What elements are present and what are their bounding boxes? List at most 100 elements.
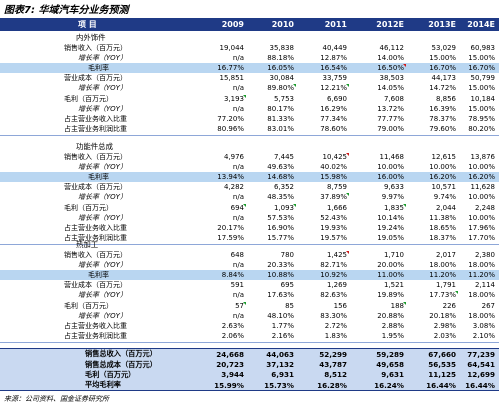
row-value: 15.00% bbox=[429, 54, 456, 63]
summary-label: 毛利（百万元） bbox=[85, 369, 136, 379]
row-value: 77.77% bbox=[377, 114, 404, 123]
row-label: 毛利（百万元） bbox=[64, 301, 113, 310]
row-value: 9.74% bbox=[433, 193, 456, 202]
row-value: 49.63% bbox=[267, 163, 294, 172]
green-flag-icon bbox=[243, 301, 246, 305]
summary-label: 销售总成本（百万元） bbox=[85, 359, 157, 369]
header-year: 2009 bbox=[221, 20, 244, 29]
row-value: 89.80% bbox=[267, 84, 296, 93]
row-value: 30,084 bbox=[269, 74, 295, 83]
row-value: 18.00% bbox=[429, 261, 456, 270]
row-value: 15.00% bbox=[468, 104, 495, 113]
section-name: 功能件总成 bbox=[76, 141, 113, 151]
row-value: 82.71% bbox=[320, 261, 347, 270]
table-row: 增长率（YOY） n/a 17.63% 82.63% 19.89% 17.73% 18.00… bbox=[0, 290, 499, 300]
row-value: 2.98% bbox=[433, 321, 456, 330]
table-row: 毛利率 8.84% 10.88% 10.92% 11.00% 11.20% 11.20% bbox=[0, 270, 499, 281]
header-year: 2012E bbox=[376, 20, 404, 29]
summary-value: 12,699 bbox=[467, 370, 495, 380]
row-value: 11,628 bbox=[470, 183, 496, 192]
header-year: 2010 bbox=[271, 20, 294, 29]
row-value: 20.17% bbox=[217, 223, 244, 232]
row-value: 77.20% bbox=[217, 114, 244, 123]
green-flag-icon bbox=[346, 193, 349, 197]
row-value: 79.60% bbox=[429, 124, 456, 133]
row-value: 20.18% bbox=[429, 311, 456, 320]
table-row: 占主营业务利润比重 2.06% 2.16% 1.83% 1.95% 2.03% 2.10% bbox=[0, 331, 499, 341]
row-value: 83.01% bbox=[267, 124, 294, 133]
row-value: 2.06% bbox=[221, 331, 244, 340]
row-value: 77.34% bbox=[320, 114, 347, 123]
row-value: 16.05% bbox=[267, 64, 294, 73]
row-value: 16.77% bbox=[217, 64, 244, 73]
row-value: 16.50% bbox=[377, 64, 406, 73]
row-value: n/a bbox=[232, 311, 244, 320]
header-label: 项 目 bbox=[78, 20, 97, 29]
row-value: 2,017 bbox=[435, 251, 456, 260]
row-value: 267 bbox=[481, 301, 495, 310]
header-year: 2011 bbox=[324, 20, 347, 29]
row-value: n/a bbox=[232, 104, 244, 113]
row-value: 18.00% bbox=[468, 291, 495, 300]
row-label: 增长率（YOY） bbox=[78, 84, 127, 93]
summary-value: 15.99% bbox=[214, 380, 244, 390]
table-row: 增长率（YOY） n/a 80.17% 16.29% 13.72% 16.39% 15.00… bbox=[0, 104, 499, 114]
row-value: 44,173 bbox=[431, 74, 457, 83]
row-value: 53,029 bbox=[431, 44, 457, 53]
row-value: 11.00% bbox=[377, 271, 404, 280]
row-value: 40.02% bbox=[320, 163, 347, 172]
row-value: 2.63% bbox=[221, 321, 244, 330]
section-divider bbox=[0, 341, 499, 343]
row-label: 销售收入（百万元） bbox=[64, 251, 127, 260]
row-value: 13,876 bbox=[470, 153, 496, 162]
row-value: 48.35% bbox=[267, 193, 294, 202]
row-value: 10,184 bbox=[470, 94, 496, 103]
summary-block bbox=[0, 348, 499, 390]
table-row: 增长率（YOY） n/a 49.63% 40.02% 10.00% 10.00% 10.00… bbox=[0, 162, 499, 172]
row-value: 20.00% bbox=[377, 261, 404, 270]
table-row: 增长率（YOY） n/a 48.10% 83.30% 20.88% 20.18% 18.00… bbox=[0, 311, 499, 321]
summary-value: 6,931 bbox=[271, 370, 294, 380]
green-flag-icon bbox=[346, 84, 349, 88]
summary-bottom-border bbox=[0, 390, 499, 391]
row-value: 10.00% bbox=[468, 213, 495, 222]
row-value: 10.92% bbox=[320, 271, 347, 280]
row-value: 78.60% bbox=[320, 124, 347, 133]
table-row: 毛利（百万元） 3,193 5,753 6,690 7,608 8,856 10,184 bbox=[0, 94, 499, 104]
row-label: 占主营业务利润比重 bbox=[64, 124, 127, 133]
row-value: 16.90% bbox=[267, 223, 294, 232]
row-value: 1.95% bbox=[381, 331, 404, 340]
row-value: 18.65% bbox=[429, 223, 456, 232]
row-value: 648 bbox=[230, 251, 244, 260]
green-flag-icon bbox=[243, 94, 246, 98]
row-value: 82.63% bbox=[320, 291, 347, 300]
table-row: 占主营业务收入比重 20.17% 16.90% 19.93% 19.24% 18.65% 1… bbox=[0, 223, 499, 233]
summary-value: 24,668 bbox=[216, 349, 244, 359]
row-value: 4,282 bbox=[223, 183, 244, 192]
section-name: 内外饰件 bbox=[76, 32, 106, 42]
summary-row: 平均毛利率 15.99% 15.73% 16.28% 16.24% 16.44% 16.44… bbox=[0, 380, 499, 391]
row-value: 19.24% bbox=[377, 223, 404, 232]
row-value: 12.87% bbox=[320, 54, 347, 63]
table-row: 占主营业务利润比重 80.96% 83.01% 78.60% 79.00% 79.60% 8… bbox=[0, 124, 499, 134]
row-value: 3,193 bbox=[223, 94, 246, 103]
row-value: 9,633 bbox=[383, 183, 404, 192]
row-value: 79.00% bbox=[377, 124, 404, 133]
row-label: 占主营业务利润比重 bbox=[64, 331, 127, 340]
table-row: 增长率（YOY） n/a 57.53% 52.43% 10.14% 11.38% 10.00… bbox=[0, 213, 499, 223]
row-value: n/a bbox=[232, 54, 244, 63]
table-row: 增长率（YOY） n/a 48.35% 37.89% 9.97% 9.74% 10.00% bbox=[0, 192, 499, 202]
row-value: 10.00% bbox=[429, 163, 456, 172]
table-row: 占主营业务利润比重 17.59% 15.77% 19.57% 19.05% 18.37% 1… bbox=[0, 233, 499, 243]
row-value: 2.88% bbox=[381, 321, 404, 330]
row-value: 15.00% bbox=[468, 54, 495, 63]
header-year: 2013E bbox=[428, 20, 456, 29]
green-flag-icon bbox=[403, 301, 406, 305]
row-value: 17.70% bbox=[468, 233, 495, 242]
row-value: 8,759 bbox=[326, 183, 347, 192]
row-value: 5,753 bbox=[273, 94, 294, 103]
row-value: 17.63% bbox=[267, 291, 294, 300]
summary-value: 49,658 bbox=[376, 360, 404, 370]
table-row: 增长率（YOY） n/a 89.80% 12.21% 14.05% 14.72% 15.00… bbox=[0, 83, 499, 93]
row-value: 1.77% bbox=[271, 321, 294, 330]
